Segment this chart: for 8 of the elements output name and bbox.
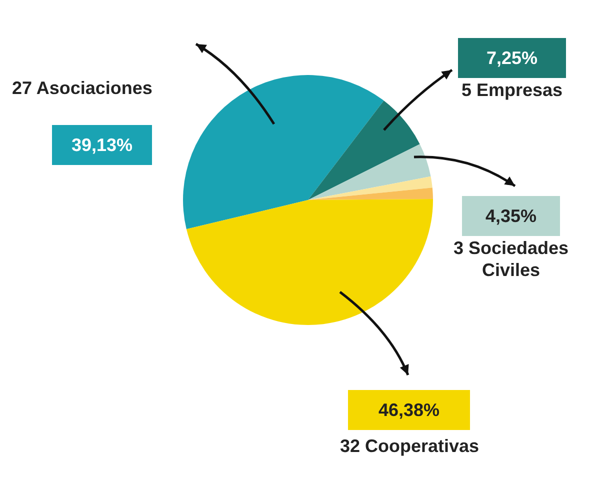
slice-label: 32 Cooperativas	[340, 436, 480, 457]
data-label: 39,13%	[52, 125, 152, 165]
data-label: 46,38%	[348, 390, 470, 430]
slice-label: 3 Sociedades Civiles	[452, 237, 570, 281]
slice-label: 27 Asociaciones	[12, 78, 152, 99]
data-label: 7,25%	[458, 38, 566, 78]
data-label: 4,35%	[462, 196, 560, 236]
slice-label: 5 Empresas	[460, 79, 564, 101]
